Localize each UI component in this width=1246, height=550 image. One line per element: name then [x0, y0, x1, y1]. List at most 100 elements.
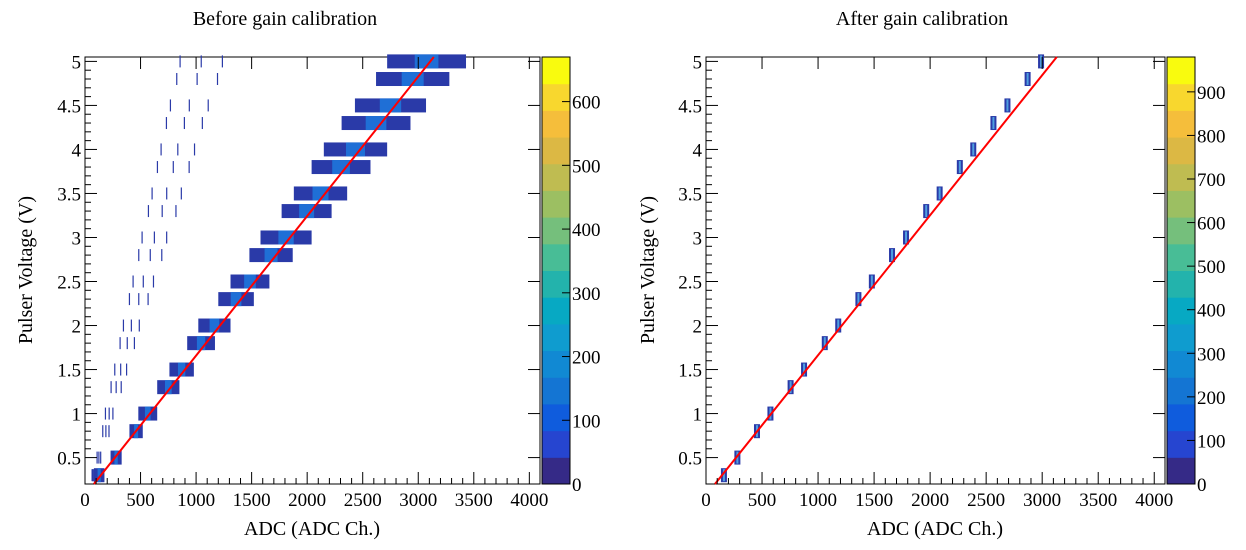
colorbar-tick-label: 600: [1197, 214, 1226, 235]
colorbar-tick-label: 400: [1197, 301, 1226, 322]
colorbar-segment: [542, 57, 570, 85]
y-tick-label: 0.5: [678, 449, 702, 470]
point-core: [870, 275, 873, 288]
band-core: [244, 274, 256, 289]
x-tick-label: 2500: [967, 490, 1005, 511]
colorbar-tick-label: 300: [572, 284, 601, 305]
colorbar-segment: [1167, 457, 1195, 485]
plot-frame-before: [84, 56, 541, 485]
band-core: [278, 230, 294, 245]
point-core: [905, 231, 908, 244]
data-marks-after: [714, 54, 1058, 485]
y-tick-label: 1: [72, 405, 82, 426]
plot-frame-after: [705, 56, 1166, 485]
colorbar-segment: [1167, 350, 1195, 378]
colorbar-tick-label: 300: [1197, 344, 1226, 365]
band-core: [379, 98, 402, 113]
colorbar-segment: [1167, 430, 1195, 458]
colorbar-tick-label: 700: [1197, 170, 1226, 191]
band-core: [177, 362, 186, 377]
x-tick-label: 3000: [1023, 490, 1061, 511]
x-tick-label: 1000: [177, 490, 215, 511]
colorbar-segment: [1167, 297, 1195, 325]
colorbar-segment: [1167, 163, 1195, 191]
x-axis-label-before: ADC (ADC Ch.): [244, 518, 380, 540]
colorbar-segment: [542, 323, 570, 352]
point-core: [789, 381, 792, 394]
point-core: [1006, 99, 1009, 112]
colorbar-segment: [542, 377, 570, 405]
x-tick-label: 3500: [1079, 490, 1117, 511]
colorbar-tick-label: 900: [1197, 83, 1226, 104]
band-core: [365, 116, 387, 131]
y-axis-label-after: Pulser Voltage (V): [637, 196, 659, 344]
colorbar-tick-label: 400: [572, 220, 601, 241]
colorbar-segment: [542, 457, 570, 485]
x-tick-label: 3500: [455, 490, 493, 511]
colorbar-segment: [1167, 217, 1195, 245]
data-marks-before: [91, 54, 467, 485]
y-tick-label: 1.5: [57, 361, 81, 382]
point-core: [925, 205, 928, 218]
x-tick-label: 1000: [799, 490, 837, 511]
colorbar-segment: [1167, 190, 1195, 218]
x-tick-label: 1500: [233, 490, 271, 511]
band-core: [144, 406, 151, 421]
fit-line: [93, 56, 435, 485]
colorbar-segment: [542, 163, 570, 191]
band-core: [345, 142, 365, 157]
colorbar-frame: [1166, 56, 1196, 485]
x-tick-label: 1500: [855, 490, 893, 511]
colorbar-segment: [542, 403, 570, 432]
point-core: [891, 249, 894, 262]
y-tick-label: 3: [72, 228, 82, 249]
band-core: [196, 336, 206, 351]
x-tick-label: 4000: [1135, 490, 1173, 511]
x-tick-label: 500: [126, 490, 155, 511]
colorbar-after: 0 100 200 300 400 500 600 700 800 900: [1166, 56, 1226, 496]
point-core: [823, 337, 826, 350]
point-core: [837, 319, 840, 332]
y-tick-label: 5: [72, 52, 82, 73]
y-tick-label: 3.5: [57, 184, 81, 205]
colorbar-segment: [1167, 243, 1195, 271]
colorbar-segment: [542, 190, 570, 218]
colorbar-tick-label: 800: [1197, 126, 1226, 147]
x-tick-label: 4000: [510, 490, 548, 511]
x-tick-label: 0: [701, 490, 711, 511]
colorbar-tick-label: 200: [1197, 388, 1226, 409]
y-tick-label: 4: [693, 140, 703, 161]
band-core: [164, 380, 172, 395]
band-core: [332, 160, 350, 175]
y-tick-label: 5: [693, 52, 703, 73]
y-tick-label: 4.5: [57, 96, 81, 117]
y-tick-label: 4: [72, 140, 82, 161]
x-tick-label: 3000: [399, 490, 437, 511]
y-tick-label: 2: [72, 317, 82, 338]
band-core: [97, 468, 101, 483]
y-axis-label-before: Pulser Voltage (V): [15, 196, 37, 344]
chart-title-before: Before gain calibration: [193, 8, 377, 30]
y-tick-label: 1: [693, 405, 703, 426]
colorbar-segment: [1167, 57, 1195, 85]
band-core: [209, 318, 220, 333]
panel-before: Before gain calibration 0 500 1000 1500 2000…: [15, 8, 601, 540]
x-axis-after: 0 500 1000 1500 2000 2500 3000 3500 4000: [701, 57, 1173, 511]
colorbar-tick-label: 0: [572, 475, 582, 496]
y-tick-label: 2.5: [57, 273, 81, 294]
colorbar-tick-label: 500: [572, 156, 601, 177]
band-core: [299, 204, 315, 219]
colorbar-segment: [542, 430, 570, 458]
colorbar-tick-label: 500: [1197, 257, 1226, 278]
y-axis-after: 0.5 1 1.5 2 2.5 3 3.5 4 4.5 5: [678, 52, 1165, 470]
y-tick-label: 0.5: [57, 449, 81, 470]
point-core: [938, 187, 941, 200]
band-core: [230, 292, 242, 307]
colorbar-segment: [1167, 323, 1195, 352]
y-tick-label: 2: [693, 317, 703, 338]
colorbar-segment: [1167, 270, 1195, 298]
point-core: [1040, 55, 1043, 68]
colorbar-segment: [1167, 83, 1195, 111]
x-tick-label: 0: [80, 490, 90, 511]
